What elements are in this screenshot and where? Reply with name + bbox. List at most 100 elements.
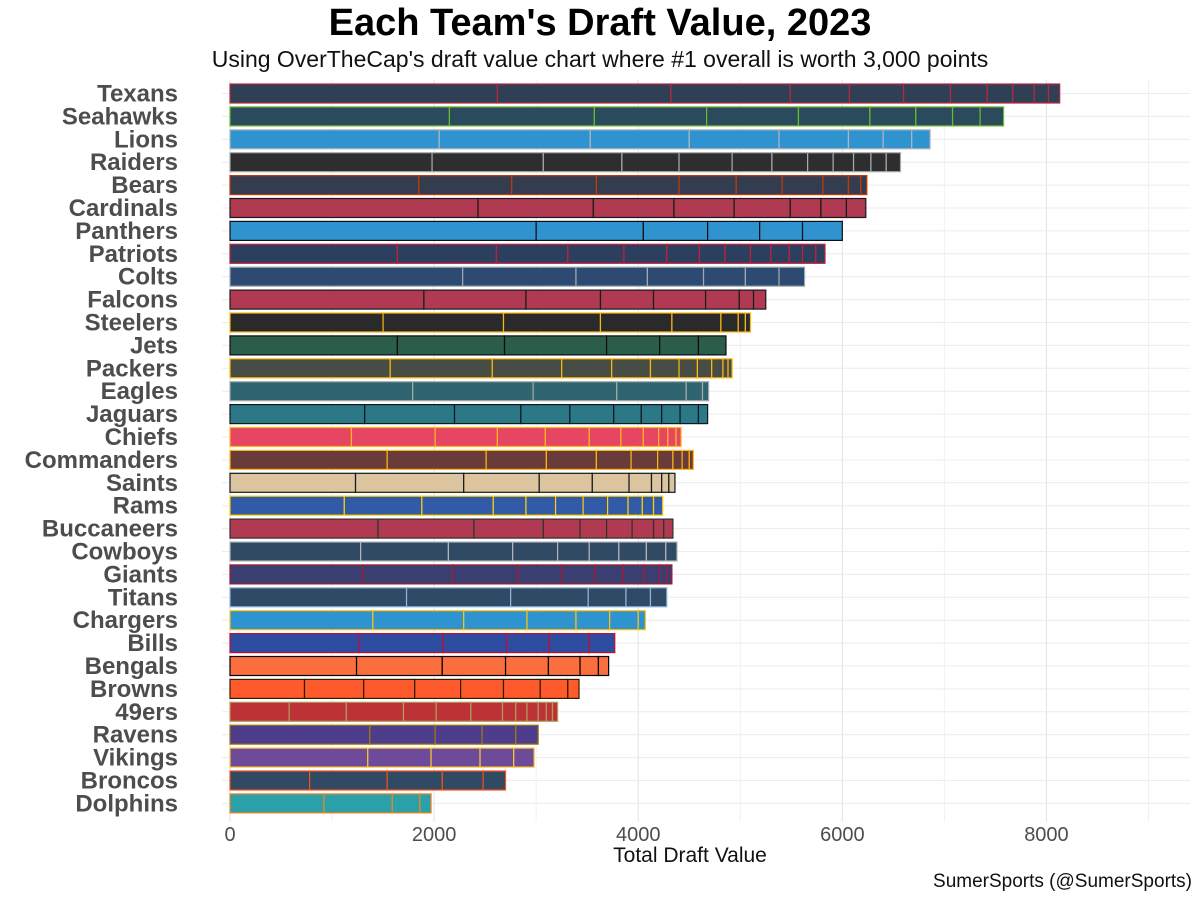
pick-segment bbox=[641, 495, 655, 516]
pick-segment bbox=[582, 495, 609, 516]
pick-segment bbox=[496, 83, 672, 104]
pick-segment bbox=[434, 426, 498, 448]
pick-segment bbox=[607, 495, 629, 516]
pick-segment bbox=[667, 426, 677, 448]
y-tick-label: Colts bbox=[118, 264, 178, 291]
pick-segment bbox=[386, 449, 487, 470]
pick-segment bbox=[670, 83, 791, 104]
pick-segment bbox=[620, 426, 644, 448]
pick-segment bbox=[569, 404, 615, 425]
pick-segment bbox=[847, 175, 862, 196]
pick-segment bbox=[640, 404, 663, 425]
pick-segment bbox=[492, 495, 527, 516]
pick-segment bbox=[496, 426, 546, 448]
team-bar-49ers bbox=[229, 701, 559, 722]
pick-segment bbox=[229, 197, 479, 219]
y-tick-label: Seahawks bbox=[62, 103, 178, 130]
pick-segment bbox=[847, 129, 884, 150]
x-tick-label: 0 bbox=[224, 824, 235, 846]
pick-segment bbox=[377, 518, 475, 539]
pick-segment bbox=[650, 472, 663, 493]
pick-segment bbox=[501, 701, 517, 722]
team-bar-dolphins bbox=[229, 793, 432, 814]
pick-segment bbox=[642, 220, 709, 241]
pick-segment bbox=[229, 175, 420, 196]
y-tick-label: Bengals bbox=[85, 653, 178, 680]
pick-segment bbox=[503, 335, 608, 356]
pick-segment bbox=[666, 243, 701, 264]
pick-segment bbox=[539, 678, 569, 700]
pick-segment bbox=[621, 152, 680, 173]
pick-segment bbox=[525, 289, 602, 310]
pick-segment bbox=[697, 404, 709, 425]
pick-segment bbox=[515, 701, 528, 722]
pick-segment bbox=[657, 449, 674, 470]
pick-segment bbox=[441, 655, 507, 677]
y-tick-label: Texans bbox=[97, 81, 178, 108]
pick-segment bbox=[645, 541, 667, 562]
pick-segment bbox=[659, 564, 668, 585]
pick-segment bbox=[229, 472, 357, 493]
pick-segment bbox=[412, 381, 534, 402]
pick-segment bbox=[1047, 83, 1061, 104]
pick-segment bbox=[542, 518, 581, 539]
pick-segment bbox=[588, 541, 620, 562]
x-tick-label: 4000 bbox=[616, 824, 661, 846]
pick-segment bbox=[869, 106, 917, 127]
pick-segment bbox=[355, 655, 443, 677]
pick-segment bbox=[505, 632, 551, 654]
pick-segment bbox=[807, 152, 834, 173]
pick-segment bbox=[588, 632, 616, 654]
pick-segment bbox=[453, 404, 522, 425]
pick-segment bbox=[532, 381, 618, 402]
pick-segment bbox=[675, 426, 682, 448]
pick-segment bbox=[367, 747, 432, 768]
pick-segment bbox=[738, 289, 755, 310]
y-tick-label: Bears bbox=[111, 172, 178, 199]
pick-segment bbox=[350, 426, 436, 448]
pick-segment bbox=[462, 266, 577, 287]
pick-segment bbox=[423, 289, 527, 310]
x-axis-ticks: 0 2000 4000 6000 8000 bbox=[224, 824, 1068, 846]
pick-segment bbox=[631, 518, 655, 539]
team-bar-colts bbox=[229, 266, 806, 287]
team-bar-seahawks bbox=[229, 106, 1005, 127]
pick-segment bbox=[229, 564, 364, 585]
pick-segment bbox=[592, 197, 675, 219]
pick-segment bbox=[309, 770, 388, 791]
pick-segment bbox=[537, 701, 547, 722]
pick-segment bbox=[229, 335, 398, 356]
team-bar-bengals bbox=[229, 655, 610, 677]
y-axis-labels: TexansSeahawksLionsRaidersBearsCardinals… bbox=[25, 81, 178, 818]
pick-segment bbox=[229, 381, 414, 402]
pick-segment bbox=[396, 335, 506, 356]
pick-segment bbox=[229, 404, 366, 425]
pick-segment bbox=[630, 449, 659, 470]
pick-segment bbox=[512, 541, 559, 562]
pick-segment bbox=[986, 83, 1014, 104]
y-tick-label: Lions bbox=[114, 126, 178, 153]
pick-segment bbox=[229, 655, 358, 677]
pick-segment bbox=[789, 197, 822, 219]
pick-segment bbox=[593, 106, 708, 127]
pick-segment bbox=[605, 335, 661, 356]
pick-segment bbox=[229, 587, 408, 608]
pick-segment bbox=[665, 541, 678, 562]
y-tick-label: Dolphins bbox=[75, 790, 178, 817]
pick-segment bbox=[575, 610, 611, 631]
pick-segment bbox=[770, 243, 790, 264]
pick-segment bbox=[229, 266, 464, 287]
pick-segment bbox=[594, 564, 624, 585]
pick-segment bbox=[561, 564, 596, 585]
pick-segment bbox=[720, 312, 739, 333]
pick-segment bbox=[229, 243, 398, 264]
pick-segment bbox=[229, 449, 388, 470]
team-bar-patriots bbox=[229, 243, 826, 264]
pick-segment bbox=[652, 518, 665, 539]
pick-segment bbox=[860, 175, 868, 196]
pick-segment bbox=[663, 518, 674, 539]
pick-segment bbox=[513, 747, 535, 768]
pick-segment bbox=[685, 381, 704, 402]
team-bar-chiefs bbox=[229, 426, 682, 448]
pick-segment bbox=[759, 220, 804, 241]
